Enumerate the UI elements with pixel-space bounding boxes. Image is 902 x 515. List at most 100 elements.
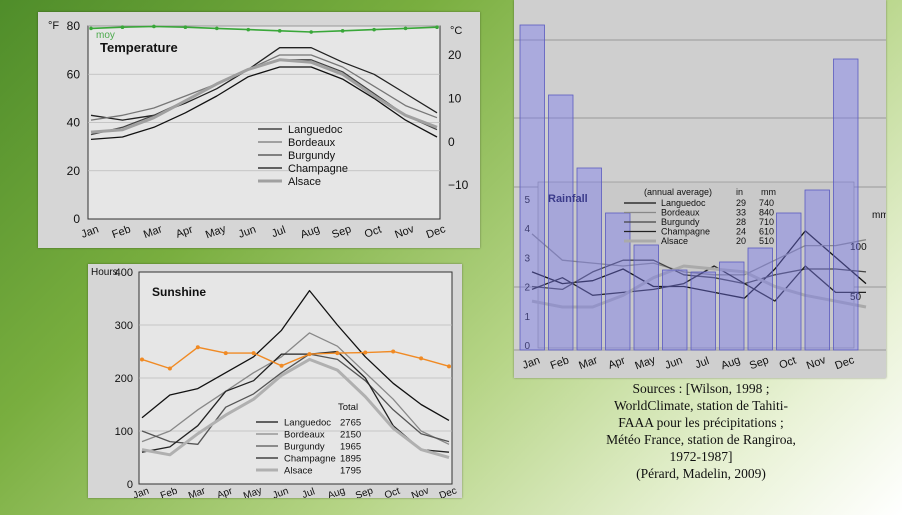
x-tick-label: Nov xyxy=(410,485,430,498)
series-line-bordeaux xyxy=(141,332,450,445)
left-axis-unit: °F xyxy=(48,20,59,32)
legend-label-champagne: Champagne xyxy=(288,163,348,175)
moy-point xyxy=(340,29,345,33)
legend-label-bordeaux: Bordeaux xyxy=(284,430,325,441)
series-line-champagne xyxy=(90,66,438,141)
sources-line: Sources : [Wilson, 1998 ; xyxy=(632,381,770,396)
legend-in-champagne: 24 xyxy=(736,227,746,237)
rainfall-bar xyxy=(690,271,716,351)
rainfall-bar xyxy=(719,261,745,351)
moy-point xyxy=(435,25,439,30)
series-line-burgundy xyxy=(531,259,867,291)
legend-in-alsace: 20 xyxy=(736,236,746,246)
orange-point xyxy=(391,349,396,354)
rainfall-bar xyxy=(747,247,773,351)
sources-line: 1972-1987] xyxy=(669,449,733,464)
y-right-tick-label: 20 xyxy=(448,48,462,62)
series-line-bordeaux xyxy=(531,233,867,276)
y-tick-label: 80 xyxy=(67,19,81,33)
x-tick-label: Apr xyxy=(216,486,235,498)
series-line-champagne xyxy=(531,265,866,302)
y-tick-label: 300 xyxy=(115,320,133,332)
moy-point xyxy=(246,27,251,32)
legend-total-bordeaux: 2150 xyxy=(340,430,361,441)
moy-label: moy xyxy=(96,30,115,41)
legend-total-burgundy: 1965 xyxy=(340,442,361,453)
series-line-champagne xyxy=(141,350,450,453)
legend-header-label: (annual average) xyxy=(644,187,712,197)
rainfall-chart: 0 1 2 3 4 5 mm 100 50 Rainfall (annual average) in m… xyxy=(514,0,886,378)
y-right-tick-label: 10 xyxy=(448,91,462,105)
moy-point xyxy=(403,26,408,31)
series-line-moy xyxy=(90,25,438,33)
rainfall-bar xyxy=(833,58,859,351)
y-right-tick-label: 0 xyxy=(448,135,455,149)
y-tick-label: 0 xyxy=(524,341,530,352)
y-tick-label: 100 xyxy=(115,426,133,438)
chart-title: Temperature xyxy=(100,40,178,55)
legend-total-alsace: 1795 xyxy=(340,466,361,477)
x-tick-label: Feb xyxy=(159,485,179,498)
legend-label-burgundy: Burgundy xyxy=(288,150,336,162)
orange-point xyxy=(363,350,368,355)
sunshine-chart: 0 100 200 300 400 Hours Jan Feb Mar Apr May Jun Jul A… xyxy=(88,264,462,498)
x-tick-label: Mar xyxy=(187,485,208,498)
orange-point xyxy=(140,357,144,362)
legend-total-champagne: 1895 xyxy=(340,454,361,465)
rainfall-bar xyxy=(633,244,659,351)
x-tick-label: Dec xyxy=(425,223,448,241)
legend-label-burgundy: Burgundy xyxy=(284,442,325,453)
x-tick-label: May xyxy=(633,354,657,373)
y-tick-label: 5 xyxy=(524,195,530,206)
rainfall-bar xyxy=(605,212,631,351)
moy-point xyxy=(89,26,93,31)
legend-in-bordeaux: 33 xyxy=(736,208,746,218)
y-tick-label: 200 xyxy=(115,373,133,385)
rainfall-bar xyxy=(519,24,545,351)
rainfall-bar xyxy=(576,167,602,351)
rainfall-bar xyxy=(662,269,688,351)
x-tick-label: Oct xyxy=(383,486,402,498)
orange-point xyxy=(223,351,228,356)
x-tick-label: Mar xyxy=(577,354,599,372)
moy-point xyxy=(120,25,125,30)
chart-title: Sunshine xyxy=(152,285,206,299)
legend-label-alsace: Alsace xyxy=(661,236,688,246)
series-line-languedoc xyxy=(90,47,438,121)
x-tick-label: May xyxy=(204,223,228,242)
series-line-burgundy xyxy=(141,353,450,445)
orange-point xyxy=(307,352,312,357)
legend-mm-champagne: 610 xyxy=(759,227,774,237)
x-tick-label: Dec xyxy=(438,485,458,498)
legend-label-bordeaux: Bordeaux xyxy=(661,208,700,218)
y-tick-label: 3 xyxy=(524,253,530,264)
series-line-bordeaux xyxy=(90,54,438,121)
moy-point xyxy=(309,30,313,34)
x-tick-label: Jul xyxy=(301,486,317,498)
right-axis-unit: mm xyxy=(872,210,886,221)
orange-point xyxy=(251,351,256,356)
legend-in-burgundy: 28 xyxy=(736,217,746,227)
orange-point xyxy=(195,345,200,350)
x-tick-label: Jan xyxy=(80,224,101,241)
sources-caption: Sources : [Wilson, 1998 ; WorldClimate, … xyxy=(540,380,862,482)
legend-label-languedoc: Languedoc xyxy=(284,418,331,429)
legend-label-champagne: Champagne xyxy=(284,454,336,465)
chart-title: Rainfall xyxy=(548,193,588,205)
legend-in-languedoc: 29 xyxy=(736,198,746,208)
orange-point xyxy=(335,351,340,356)
series-line-orange xyxy=(141,346,450,370)
series-line-languedoc xyxy=(531,230,867,299)
x-tick-label: Oct xyxy=(363,224,383,241)
legend-total-header: Total xyxy=(338,402,358,413)
y-tick-label: 0 xyxy=(73,212,80,226)
x-tick-label: Jun xyxy=(271,486,290,498)
sources-line: WorldClimate, station de Tahiti- xyxy=(614,398,788,413)
temperature-chart: 0 20 40 60 80 20 10 0 −10 °F °C Jan Feb Mar Apr May Jun J… xyxy=(38,12,480,248)
right-axis-unit: °C xyxy=(450,25,462,37)
rainfall-chart-svg: 0 1 2 3 4 5 mm 100 50 Rainfall (annual average) in m… xyxy=(514,24,886,373)
x-tick-label: Apr xyxy=(174,224,195,241)
x-tick-label: Jan xyxy=(132,486,151,498)
moy-point xyxy=(215,26,219,31)
